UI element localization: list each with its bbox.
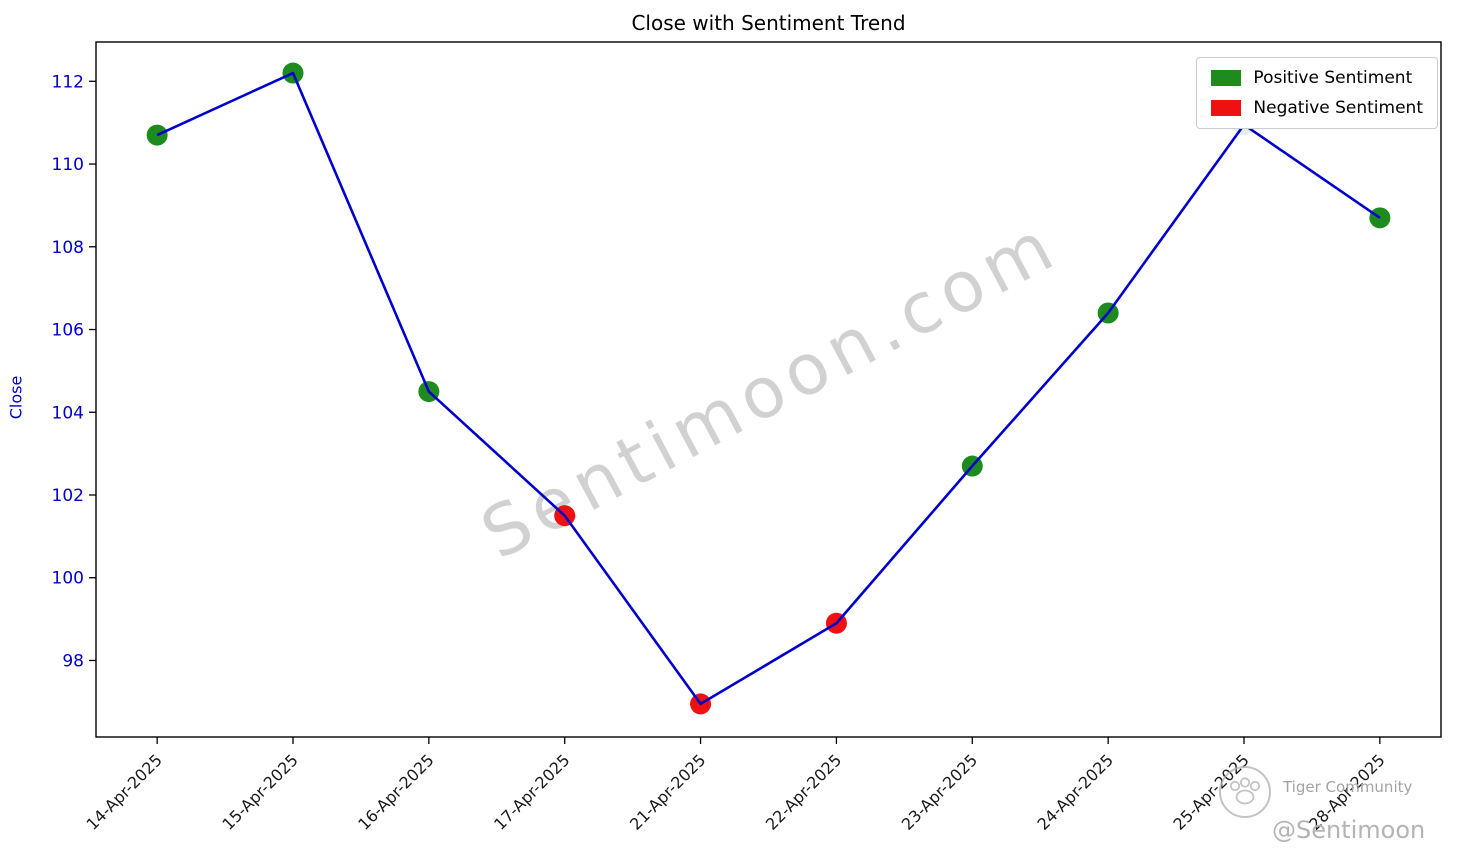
sentimoon-handle: @Sentimoon	[1272, 816, 1425, 844]
svg-text:100: 100	[52, 569, 84, 589]
svg-text:98: 98	[62, 651, 84, 671]
svg-text:106: 106	[52, 321, 84, 341]
tiger-community-logo-icon	[1216, 763, 1274, 825]
legend-label-positive: Positive Sentiment	[1253, 68, 1412, 88]
svg-text:16-Apr-2025: 16-Apr-2025	[354, 750, 437, 833]
chart-svg: 98 100 102 104 106 108 110 112 14-Apr-2025 15-Apr…	[0, 0, 1460, 868]
svg-text:17-Apr-2025: 17-Apr-2025	[490, 750, 573, 833]
negative-sentiment-swatch	[1211, 100, 1241, 116]
svg-text:14-Apr-2025: 14-Apr-2025	[83, 750, 166, 833]
legend: Positive Sentiment Negative Sentiment	[1196, 57, 1438, 129]
legend-item-negative: Negative Sentiment	[1211, 98, 1423, 118]
legend-label-negative: Negative Sentiment	[1253, 98, 1423, 118]
svg-text:108: 108	[52, 238, 84, 258]
positive-sentiment-swatch	[1211, 70, 1241, 86]
community-label: Tiger Community	[1283, 778, 1412, 796]
svg-text:21-Apr-2025: 21-Apr-2025	[626, 750, 709, 833]
svg-text:24-Apr-2025: 24-Apr-2025	[1034, 750, 1117, 833]
chart-figure: Sentimoon.com 9810010210410610811011214-…	[0, 0, 1460, 868]
svg-text:102: 102	[52, 486, 84, 506]
svg-text:23-Apr-2025: 23-Apr-2025	[898, 750, 981, 833]
svg-text:112: 112	[52, 72, 84, 92]
svg-text:104: 104	[52, 403, 84, 423]
svg-text:22-Apr-2025: 22-Apr-2025	[762, 750, 845, 833]
chart-title: Close with Sentiment Trend	[96, 11, 1441, 35]
svg-text:110: 110	[52, 155, 84, 175]
svg-text:15-Apr-2025: 15-Apr-2025	[218, 750, 301, 833]
y-axis-label: Close	[6, 376, 25, 420]
legend-item-positive: Positive Sentiment	[1211, 68, 1423, 88]
